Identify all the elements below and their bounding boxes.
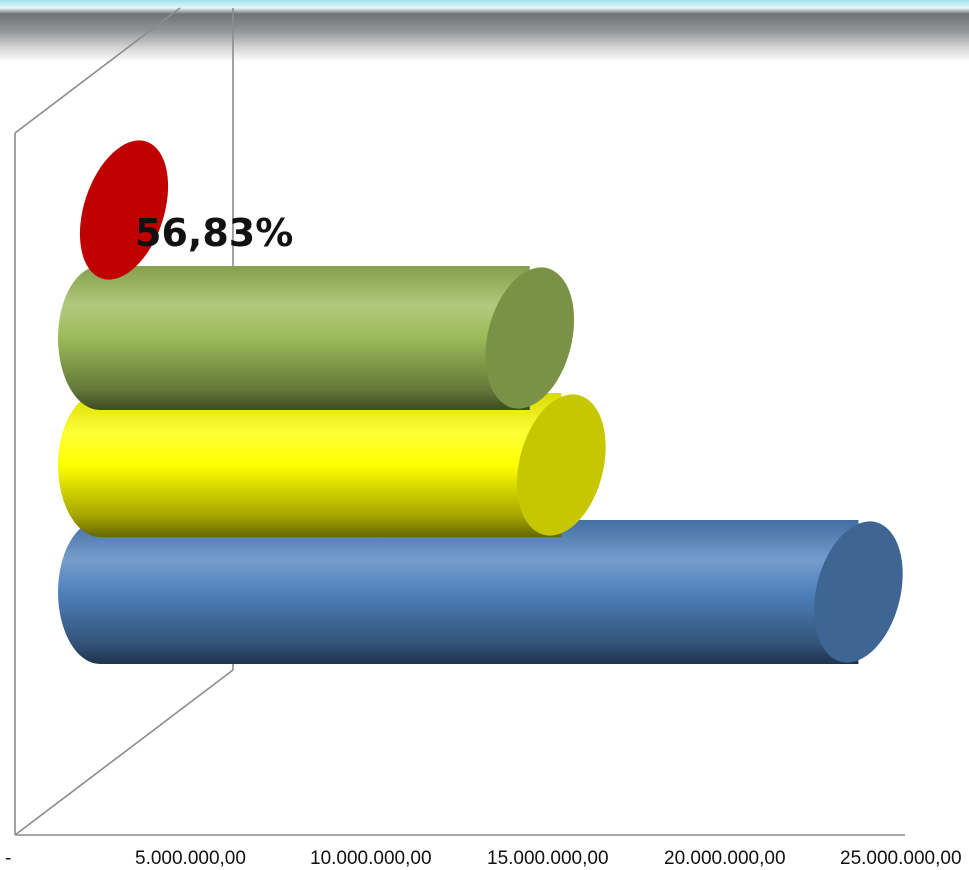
x-tick-label: 10.000.000,00	[310, 848, 432, 869]
bar-yellow-body	[58, 393, 562, 537]
bar-red-end-cap	[79, 140, 169, 280]
x-tick-label: 15.000.000,00	[487, 848, 609, 869]
x-tick-label: 5.000.000,00	[135, 848, 246, 869]
bar-blue	[58, 520, 903, 664]
bar-green	[58, 266, 575, 410]
bar-green-end-cap	[485, 267, 575, 409]
bar-yellow	[58, 393, 606, 537]
bar-yellow-end-cap	[517, 394, 606, 536]
x-tick-label: 25.000.000,00	[840, 848, 962, 869]
x-tick-label: -	[5, 848, 12, 869]
header-band	[0, 0, 969, 62]
x-tick-label: 20.000.000,00	[664, 848, 786, 869]
top-wall-edge	[14, 7, 181, 134]
data-label-percent: 56,83%	[135, 211, 294, 255]
floor-diagonal-edge	[14, 669, 234, 836]
bar-red	[79, 140, 169, 280]
bar-blue-body	[58, 520, 859, 664]
bar-blue-end-cap	[814, 521, 903, 663]
bar-green-body	[58, 266, 530, 410]
